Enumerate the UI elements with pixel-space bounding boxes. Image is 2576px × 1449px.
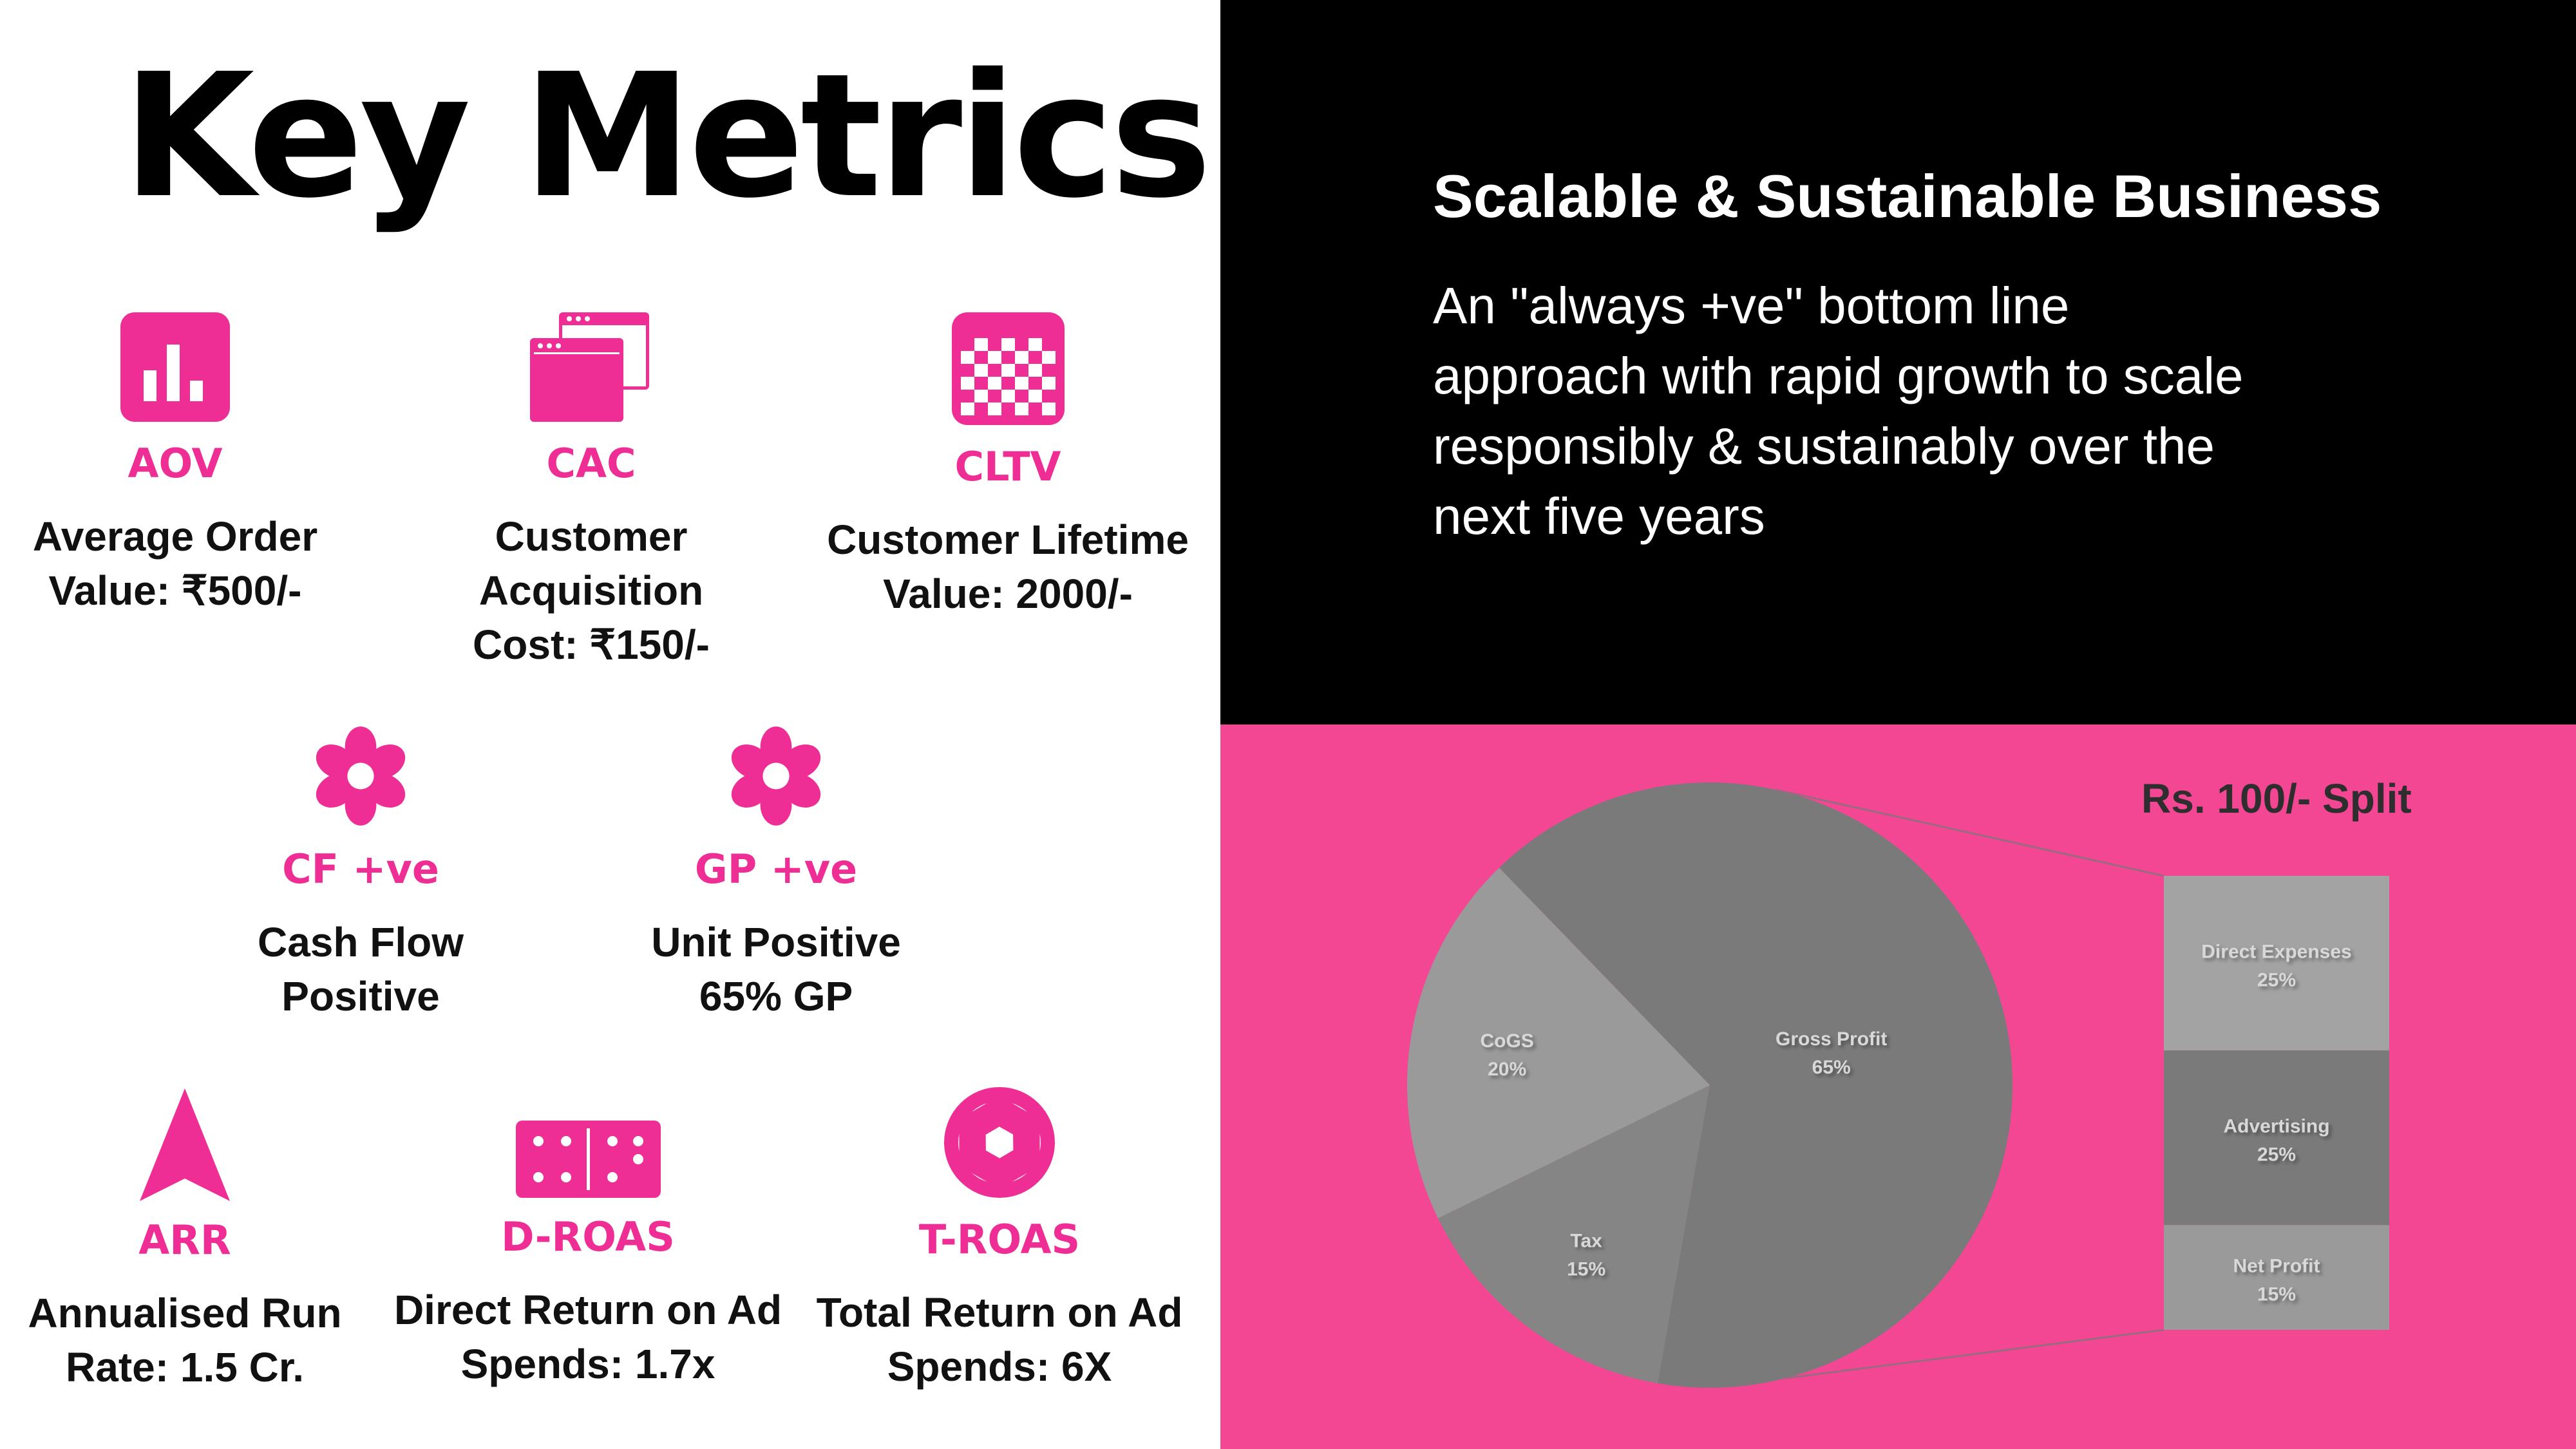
slice-label: Tax 15% — [1567, 1231, 1605, 1280]
metric-description: Cash Flow Positive — [155, 915, 567, 1023]
pie-of-bar-chart: Gross Profit 65% Tax 15% CoGS 20% Direct Expen… — [1407, 782, 2389, 1388]
page-title: Key Metrics — [122, 37, 1212, 236]
chart-panel: Rs. 100/- Split Gross Profit 65% Tax 15% CoG… — [1220, 724, 2576, 1449]
bar-chart-icon — [120, 312, 230, 422]
metric-description: Customer Acquisition Cost: ₹150/- — [385, 509, 797, 672]
metric-desc-line: Cash Flow — [257, 919, 464, 965]
metric-desc-line: Value: ₹500/- — [48, 567, 302, 614]
chart-title: Rs. 100/- Split — [2141, 775, 2412, 822]
pie-slice-gross-profit — [1499, 782, 2012, 1388]
metric-desc-line: Total Return on Ad — [816, 1289, 1183, 1336]
metric-description: Average Order Value: ₹500/- — [0, 509, 381, 618]
metric-abbr: AOV — [128, 440, 223, 487]
svg-text:Advertising: Advertising — [2223, 1116, 2329, 1137]
svg-text:Tax: Tax — [1570, 1231, 1602, 1252]
metric-desc-line: 65% GP — [699, 973, 853, 1019]
svg-text:20%: 20% — [1488, 1059, 1526, 1080]
metric-cltv: CLTV Customer Lifetime Value: 2000/- — [802, 312, 1214, 621]
business-line: An "always +ve" bottom line — [1433, 277, 2070, 334]
navigation-arrow-icon — [140, 1088, 230, 1201]
metric-desc-line: Cost: ₹150/- — [473, 621, 710, 668]
connector-line — [1785, 1329, 2164, 1379]
metric-abbr: GP +ve — [694, 846, 858, 893]
metric-abbr: ARR — [138, 1217, 231, 1264]
svg-text:15%: 15% — [1567, 1259, 1605, 1280]
metric-abbr: T-ROAS — [918, 1216, 1081, 1263]
metric-description: Unit Positive 65% GP — [570, 915, 982, 1023]
bar-segment-advertising — [2164, 1050, 2389, 1226]
metric-cac: CAC Customer Acquisition Cost: ₹150/- — [385, 312, 797, 672]
metric-description: Total Return on Ad Spends: 6X — [793, 1285, 1206, 1394]
metric-aov: AOV Average Order Value: ₹500/- — [0, 312, 381, 618]
metric-abbr: D-ROAS — [501, 1213, 675, 1260]
business-line: next five years — [1433, 488, 1765, 545]
browser-windows-icon — [530, 312, 649, 422]
business-description: An "always +ve" bottom line approach wit… — [1433, 270, 2438, 551]
metric-desc-line: Spends: 6X — [887, 1343, 1112, 1390]
bar-segment-label: Direct Expenses 25% — [2201, 942, 2351, 991]
metric-description: Annualised Run Rate: 1.5 Cr. — [0, 1286, 391, 1394]
metric-desc-line: Average Order — [32, 513, 318, 560]
business-line: approach with rapid growth to scale — [1433, 347, 2244, 404]
domino-icon — [515, 1121, 661, 1198]
svg-text:Direct Expenses: Direct Expenses — [2201, 942, 2351, 963]
pie-slice-cogs — [1407, 867, 1710, 1218]
metric-desc-line: Annualised Run — [28, 1290, 342, 1336]
metric-desc-line: Customer Acquisition — [478, 513, 704, 614]
bar-segment-label: Net Profit 15% — [2233, 1256, 2320, 1305]
metric-gp: GP +ve Unit Positive 65% GP — [570, 724, 982, 1023]
metric-desc-line: Direct Return on Ad — [393, 1287, 782, 1333]
business-line: responsibly & sustainably over the — [1433, 417, 2215, 475]
metric-desc-line: Spends: 1.7x — [460, 1341, 715, 1387]
metric-description: Direct Return on Ad Spends: 1.7x — [382, 1283, 794, 1391]
svg-text:25%: 25% — [2257, 970, 2296, 991]
metric-description: Customer Lifetime Value: 2000/- — [802, 513, 1214, 621]
flower-icon — [316, 726, 406, 826]
slice-label: Gross Profit 65% — [1776, 1028, 1887, 1078]
business-panel: Scalable & Sustainable Business An "alwa… — [1220, 0, 2576, 724]
metric-troas: T-ROAS Total Return on Ad Spends: 6X — [793, 1087, 1206, 1394]
key-metrics-panel: Key Metrics AOV Average Order Value: ₹50… — [0, 0, 1220, 1449]
svg-text:CoGS: CoGS — [1480, 1030, 1533, 1052]
metric-desc-line: Rate: 1.5 Cr. — [66, 1344, 304, 1390]
svg-text:Gross Profit: Gross Profit — [1776, 1028, 1887, 1050]
svg-text:25%: 25% — [2257, 1144, 2296, 1166]
metric-abbr: CF +ve — [282, 846, 439, 893]
metric-desc-line: Customer Lifetime — [827, 516, 1189, 563]
metric-cf: CF +ve Cash Flow Positive — [155, 724, 567, 1023]
bar-segment-net-profit — [2164, 1225, 2389, 1330]
pie-slice-tax — [1437, 1085, 1710, 1384]
metric-droas: D-ROAS Direct Return on Ad Spends: 1.7x — [382, 1121, 794, 1391]
metric-desc-line: Positive — [281, 973, 440, 1019]
svg-text:65%: 65% — [1812, 1057, 1851, 1078]
slice-label: CoGS 20% — [1480, 1030, 1533, 1080]
camera-aperture-icon — [944, 1087, 1055, 1198]
bar-segment-direct-expenses — [2164, 876, 2389, 1051]
metric-arr: ARR Annualised Run Rate: 1.5 Cr. — [0, 1088, 391, 1394]
metric-desc-line: Unit Positive — [651, 919, 901, 965]
flower-icon — [731, 726, 821, 826]
bar-segment-label: Advertising 25% — [2223, 1116, 2329, 1166]
connector-line — [1776, 788, 2164, 877]
business-heading: Scalable & Sustainable Business — [1433, 162, 2382, 230]
svg-text:15%: 15% — [2257, 1284, 2296, 1305]
metric-abbr: CLTV — [954, 443, 1061, 490]
metric-abbr: CAC — [546, 440, 636, 487]
metric-desc-line: Value: 2000/- — [883, 571, 1133, 617]
checkered-calendar-icon — [951, 312, 1065, 425]
svg-text:Net Profit: Net Profit — [2233, 1256, 2320, 1277]
